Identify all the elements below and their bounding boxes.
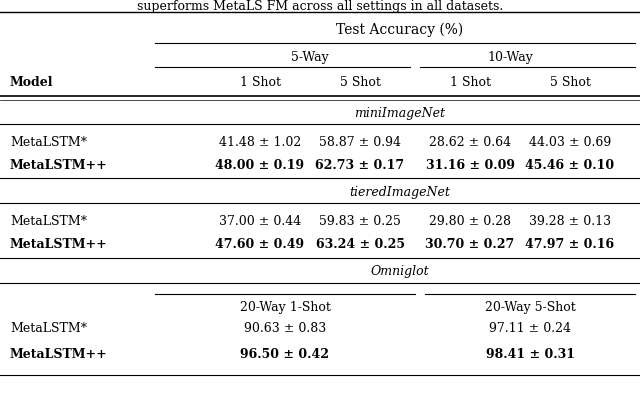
Text: 37.00 ± 0.44: 37.00 ± 0.44 <box>219 215 301 227</box>
Text: 20-Way 1-Shot: 20-Way 1-Shot <box>239 300 330 314</box>
Text: tieredImageNet: tieredImageNet <box>349 185 451 199</box>
Text: 47.97 ± 0.16: 47.97 ± 0.16 <box>525 237 614 250</box>
Text: 29.80 ± 0.28: 29.80 ± 0.28 <box>429 215 511 227</box>
Text: 20-Way 5-Shot: 20-Way 5-Shot <box>484 300 575 314</box>
Text: Model: Model <box>10 75 54 89</box>
Text: 10-Way: 10-Way <box>487 51 533 63</box>
Text: MetaLSTM*: MetaLSTM* <box>10 321 87 335</box>
Text: MetaLSTM++: MetaLSTM++ <box>10 349 108 361</box>
Text: 90.63 ± 0.83: 90.63 ± 0.83 <box>244 321 326 335</box>
Text: 96.50 ± 0.42: 96.50 ± 0.42 <box>241 349 330 361</box>
Text: 5-Way: 5-Way <box>291 51 329 63</box>
Text: 31.16 ± 0.09: 31.16 ± 0.09 <box>426 159 515 171</box>
Text: 30.70 ± 0.27: 30.70 ± 0.27 <box>426 237 515 250</box>
Text: 39.28 ± 0.13: 39.28 ± 0.13 <box>529 215 611 227</box>
Text: superforms MetaLS FM across all settings in all datasets.: superforms MetaLS FM across all settings… <box>137 0 503 12</box>
Text: 62.73 ± 0.17: 62.73 ± 0.17 <box>316 159 404 171</box>
Text: 1 Shot: 1 Shot <box>239 75 280 89</box>
Text: 58.87 ± 0.94: 58.87 ± 0.94 <box>319 136 401 148</box>
Text: 41.48 ± 1.02: 41.48 ± 1.02 <box>219 136 301 148</box>
Text: 1 Shot: 1 Shot <box>449 75 490 89</box>
Text: 28.62 ± 0.64: 28.62 ± 0.64 <box>429 136 511 148</box>
Text: 59.83 ± 0.25: 59.83 ± 0.25 <box>319 215 401 227</box>
Text: Omniglot: Omniglot <box>371 265 429 279</box>
Text: MetaLSTM++: MetaLSTM++ <box>10 159 108 171</box>
Text: MetaLSTM++: MetaLSTM++ <box>10 237 108 250</box>
Text: 44.03 ± 0.69: 44.03 ± 0.69 <box>529 136 611 148</box>
Text: 98.41 ± 0.31: 98.41 ± 0.31 <box>486 349 575 361</box>
Text: 5 Shot: 5 Shot <box>340 75 380 89</box>
Text: 48.00 ± 0.19: 48.00 ± 0.19 <box>216 159 305 171</box>
Text: MetaLSTM*: MetaLSTM* <box>10 136 87 148</box>
Text: Test Accuracy (%): Test Accuracy (%) <box>337 23 463 37</box>
Text: miniImageNet: miniImageNet <box>355 106 445 119</box>
Text: MetaLSTM*: MetaLSTM* <box>10 215 87 227</box>
Text: 63.24 ± 0.25: 63.24 ± 0.25 <box>316 237 404 250</box>
Text: 97.11 ± 0.24: 97.11 ± 0.24 <box>489 321 571 335</box>
Text: 5 Shot: 5 Shot <box>550 75 591 89</box>
Text: 47.60 ± 0.49: 47.60 ± 0.49 <box>216 237 305 250</box>
Text: 45.46 ± 0.10: 45.46 ± 0.10 <box>525 159 614 171</box>
